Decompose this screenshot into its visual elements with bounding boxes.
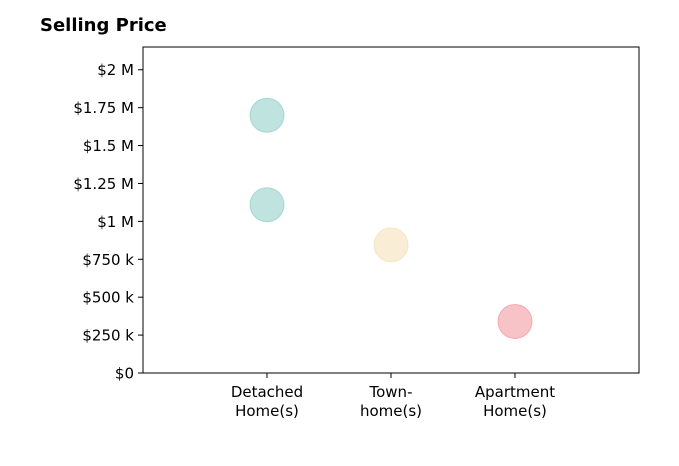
y-tick-label: $750 k (82, 251, 134, 269)
y-tick-label: $1 M (97, 213, 134, 231)
data-points (249, 97, 533, 339)
data-point (373, 227, 409, 263)
y-tick-label: $250 k (82, 327, 134, 345)
x-tick-label-line: home(s) (360, 402, 422, 420)
data-point (249, 187, 285, 223)
x-tick-label: Detached Home(s) (231, 383, 303, 420)
y-tick-label: $1.75 M (73, 99, 134, 117)
data-point (497, 303, 533, 339)
x-tick-label-line: Apartment (475, 383, 555, 401)
x-tick-label-line: Home(s) (235, 402, 299, 420)
y-axis: $0 $250 k $500 k $750 k $1 M $1.25 M $1.5 M $1.… (73, 61, 143, 383)
chart-title: Selling Price (40, 15, 167, 36)
x-tick-label: Town-home(s) (360, 383, 422, 420)
plot-frame (142, 46, 640, 374)
y-tick-label: $1.25 M (73, 175, 134, 193)
data-point (249, 97, 285, 133)
y-tick-label: $0 (115, 365, 134, 383)
y-tick-label: $1.5 M (83, 137, 134, 155)
y-tick-label: $500 k (82, 289, 134, 307)
x-tick-label: Apartment Home(s) (475, 383, 555, 420)
x-tick-label-line: Detached (231, 383, 303, 401)
x-tick-label-line: Home(s) (483, 402, 547, 420)
x-tick-label-line: Town- (369, 383, 413, 401)
y-tick-label: $2 M (97, 61, 134, 79)
x-axis: Detached Home(s)Town-home(s)Apartment Home… (231, 373, 555, 420)
